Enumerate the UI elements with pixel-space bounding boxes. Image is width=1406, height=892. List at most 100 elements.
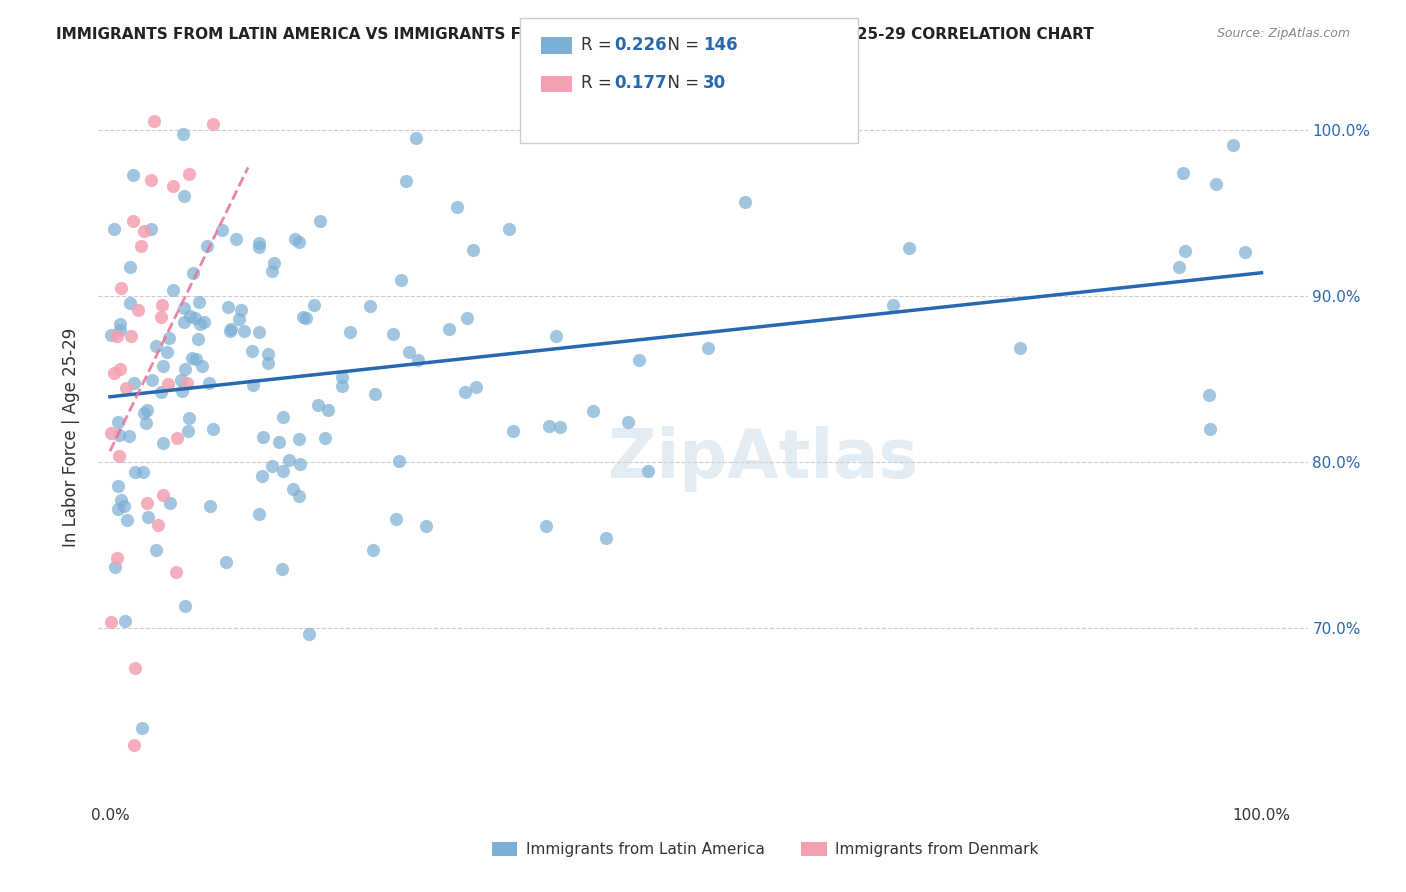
Point	[1222, 137, 1244, 152]
Point	[260, 458, 283, 473]
Point	[257, 356, 280, 370]
Point	[118, 428, 141, 442]
Point	[193, 315, 215, 329]
Point	[120, 295, 142, 310]
Point	[538, 419, 561, 434]
Point	[202, 118, 225, 132]
Point	[110, 493, 132, 508]
Point	[250, 469, 273, 483]
Point	[385, 512, 408, 526]
Point	[198, 376, 221, 390]
Point	[179, 309, 201, 323]
Point	[107, 479, 129, 493]
Point	[1199, 422, 1222, 436]
Point	[273, 464, 295, 478]
Point	[108, 362, 131, 376]
Point	[152, 488, 174, 502]
Point	[359, 299, 381, 313]
Text: R =: R =	[581, 36, 617, 54]
Point	[115, 513, 138, 527]
Point	[339, 325, 361, 339]
Point	[188, 317, 211, 331]
Point	[219, 322, 242, 336]
Point	[173, 362, 195, 376]
Text: 146: 146	[703, 36, 738, 54]
Point	[270, 562, 292, 576]
Point	[181, 266, 204, 280]
Point	[132, 407, 155, 421]
Point	[152, 435, 174, 450]
Point	[152, 359, 174, 374]
Point	[122, 214, 145, 228]
Point	[287, 235, 309, 250]
Point	[124, 661, 146, 675]
Point	[617, 416, 640, 430]
Point	[595, 532, 617, 546]
Point	[139, 222, 162, 236]
Point	[628, 352, 651, 367]
Point	[170, 373, 193, 387]
Point	[1168, 260, 1191, 275]
Point	[277, 452, 299, 467]
Point	[136, 402, 159, 417]
Point	[170, 384, 193, 398]
Point	[364, 387, 387, 401]
Point	[287, 432, 309, 446]
Point	[247, 325, 270, 339]
Point	[118, 260, 141, 274]
Point	[103, 366, 125, 380]
Point	[1171, 166, 1194, 180]
Text: N =: N =	[657, 74, 704, 92]
Point	[263, 256, 285, 270]
Point	[1233, 244, 1256, 259]
Point	[456, 311, 478, 326]
Point	[446, 200, 468, 214]
Point	[188, 294, 211, 309]
Point	[381, 326, 404, 341]
Point	[215, 555, 238, 569]
Point	[157, 377, 180, 392]
Point	[157, 331, 180, 345]
Point	[173, 315, 195, 329]
Point	[534, 518, 557, 533]
Point	[107, 501, 129, 516]
Point	[271, 410, 294, 425]
Text: IMMIGRANTS FROM LATIN AMERICA VS IMMIGRANTS FROM DENMARK IN LABOR FORCE | AGE 25: IMMIGRANTS FROM LATIN AMERICA VS IMMIGRA…	[56, 27, 1094, 43]
Point	[1010, 341, 1032, 355]
Point	[389, 273, 412, 287]
Point	[108, 323, 131, 337]
Point	[316, 402, 339, 417]
Point	[247, 236, 270, 251]
Point	[139, 172, 162, 186]
Point	[1174, 244, 1197, 258]
Point	[302, 298, 325, 312]
Point	[173, 301, 195, 315]
Point	[190, 359, 212, 373]
Point	[187, 332, 209, 346]
Point	[398, 345, 420, 359]
Point	[138, 509, 160, 524]
Point	[100, 426, 122, 441]
Point	[180, 351, 202, 365]
Point	[150, 297, 173, 311]
Point	[498, 221, 520, 235]
Point	[120, 329, 142, 343]
Point	[882, 298, 904, 312]
Text: Immigrants from Latin America: Immigrants from Latin America	[526, 842, 765, 856]
Point	[267, 434, 290, 449]
Point	[257, 347, 280, 361]
Point	[115, 382, 138, 396]
Point	[307, 399, 329, 413]
Y-axis label: In Labor Force | Age 25-29: In Labor Force | Age 25-29	[62, 327, 80, 547]
Point	[176, 376, 198, 390]
Point	[546, 329, 568, 343]
Point	[502, 424, 524, 438]
Point	[219, 324, 242, 338]
Point	[548, 419, 571, 434]
Point	[260, 263, 283, 277]
Point	[295, 311, 318, 326]
Point	[290, 457, 312, 471]
Text: Immigrants from Denmark: Immigrants from Denmark	[835, 842, 1039, 856]
Point	[897, 241, 920, 255]
Point	[225, 232, 247, 246]
